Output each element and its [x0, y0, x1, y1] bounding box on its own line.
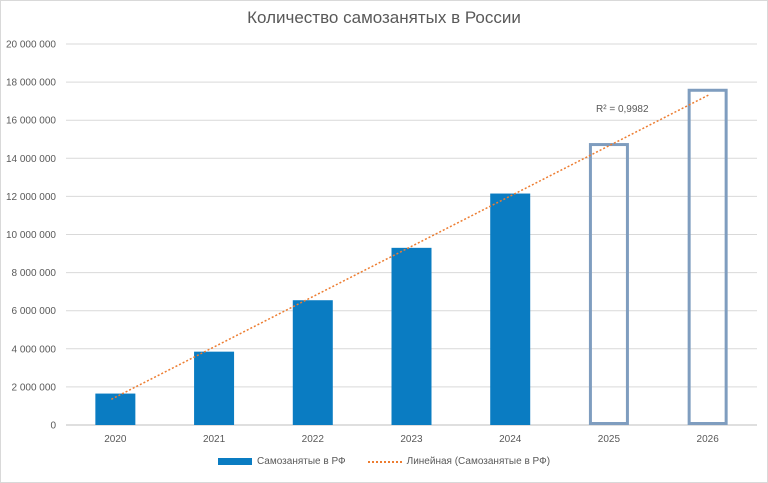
y-tick-label: 2 000 000 [12, 382, 57, 393]
chart-title: Количество самозанятых в России [247, 8, 521, 27]
bar [490, 193, 531, 425]
y-tick-label: 6 000 000 [12, 306, 57, 317]
legend-label-trendline: Линейная (Самозанятые в РФ) [406, 456, 551, 467]
bar [95, 393, 136, 425]
x-tick-label: 2020 [104, 434, 127, 445]
legend-swatch-trendline [367, 460, 402, 463]
bar-forecast [588, 143, 629, 425]
r2-label: R² = 0,9982 [596, 104, 649, 115]
x-tick-label: 2024 [499, 434, 522, 445]
y-tick-label: 14 000 000 [6, 154, 56, 165]
x-tick-label: 2025 [598, 434, 621, 445]
y-tick-label: 8 000 000 [12, 268, 57, 279]
bar [391, 247, 432, 425]
y-tick-label: 18 000 000 [6, 78, 56, 89]
bar-forecast [687, 88, 728, 426]
bar [194, 351, 235, 425]
legend-item-series: Самозанятые в РФ [217, 456, 346, 467]
x-tick-label: 2026 [697, 434, 720, 445]
y-tick-label: 0 [50, 421, 56, 432]
y-tick-label: 10 000 000 [6, 230, 56, 241]
bar [292, 300, 333, 425]
legend-swatch-bar [217, 458, 252, 465]
y-tick-label: 4 000 000 [12, 344, 57, 355]
x-tick-label: 2023 [400, 434, 423, 445]
chart-legend: Самозанятые в РФ Линейная (Самозанятые в… [0, 456, 768, 467]
x-tick-label: 2021 [203, 434, 226, 445]
legend-label-series: Самозанятые в РФ [256, 456, 346, 467]
x-tick-label: 2022 [302, 434, 325, 445]
legend-item-trendline: Линейная (Самозанятые в РФ) [367, 456, 551, 467]
y-tick-label: 12 000 000 [6, 192, 56, 203]
y-tick-label: 20 000 000 [6, 40, 56, 51]
y-tick-label: 16 000 000 [6, 116, 56, 127]
